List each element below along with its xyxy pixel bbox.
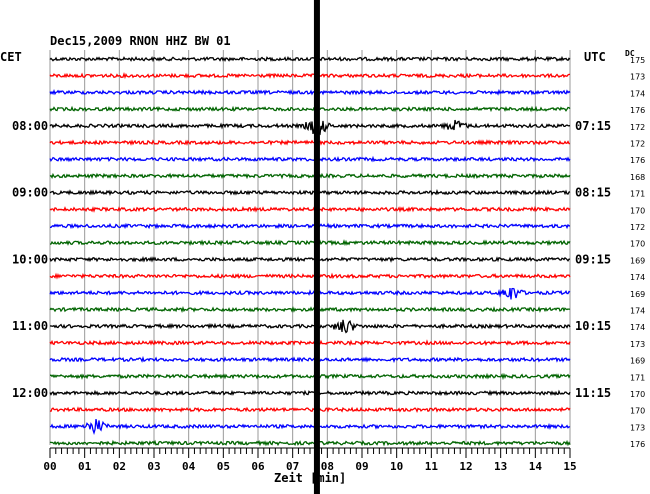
seismic-trace	[49, 255, 570, 263]
x-tick-label: 01	[78, 460, 92, 473]
minute-gridlines	[49, 50, 571, 445]
dc-value: 176	[630, 106, 645, 115]
cet-label: CET	[0, 50, 22, 64]
dc-value: 173	[630, 423, 645, 432]
left-time-labels: 08:00 09:00 10:00 11:00 12:00	[12, 119, 48, 400]
dc-label: DC	[625, 49, 635, 58]
x-tick-label: 09	[355, 460, 368, 473]
seismic-trace	[50, 222, 571, 230]
x-axis-label: Zeit [min]	[274, 471, 346, 485]
dc-value: 169	[630, 290, 645, 299]
seismic-trace	[49, 287, 571, 300]
seismic-trace	[49, 55, 571, 63]
seismic-trace	[49, 205, 571, 213]
x-tick-label: 04	[182, 460, 196, 473]
x-tick-label: 00	[43, 460, 56, 473]
x-axis: 00 01 02 03 04 05 06 07 08 09 10 11 12 13 14 15	[43, 447, 577, 473]
cet-time-label: 10:00	[12, 252, 48, 266]
dc-value: 170	[630, 407, 645, 416]
seismic-trace	[49, 355, 571, 364]
dc-value: 174	[630, 307, 645, 316]
cet-time-label: 09:00	[12, 186, 48, 200]
utc-time-label: 08:15	[575, 186, 611, 200]
utc-time-label: 10:15	[575, 319, 611, 333]
cet-time-label: 12:00	[12, 386, 48, 400]
seismic-trace	[49, 155, 571, 163]
x-tick-label: 10	[390, 460, 403, 473]
seismic-trace	[49, 115, 571, 136]
dc-value: 175	[630, 56, 645, 65]
dc-value: 172	[630, 140, 645, 149]
utc-time-label: 09:15	[575, 252, 611, 266]
dc-value: 171	[630, 190, 645, 199]
x-tick-label: 08	[321, 460, 334, 473]
dc-value: 172	[630, 123, 645, 132]
x-tick-label: 05	[217, 460, 230, 473]
x-tick-label: 14	[529, 460, 543, 473]
seismic-trace	[49, 239, 571, 247]
seismic-trace	[49, 439, 571, 447]
seismic-trace	[49, 339, 571, 347]
dc-value: 168	[630, 173, 645, 182]
dc-value: 170	[630, 390, 645, 399]
seismic-trace	[49, 139, 571, 146]
seismic-trace	[49, 172, 571, 180]
trace-group	[49, 55, 571, 447]
dc-value: 173	[630, 340, 645, 349]
seismic-trace	[49, 372, 571, 381]
dc-value-labels: 175 173 174 176 172 172 176 168 171 170 172 170 169 1…	[630, 56, 645, 449]
dc-value: 170	[630, 206, 645, 215]
utc-time-label: 07:15	[575, 119, 611, 133]
seismic-trace	[49, 72, 570, 80]
seismic-trace	[49, 389, 571, 397]
seismic-trace	[49, 105, 571, 113]
dc-value: 176	[630, 440, 645, 449]
right-time-labels: 07:15 08:15 09:15 10:15 11:15	[575, 119, 611, 400]
dc-value: 169	[630, 357, 645, 366]
x-tick-label: 03	[147, 460, 160, 473]
dc-value: 169	[630, 256, 645, 265]
x-tick-label: 11	[425, 460, 439, 473]
cet-time-label: 11:00	[12, 319, 48, 333]
dc-value: 173	[630, 73, 645, 82]
utc-time-label: 11:15	[575, 386, 611, 400]
x-tick-label: 02	[113, 460, 126, 473]
seismic-trace	[49, 305, 571, 314]
chart-title: Dec15,2009 RNON HHZ BW 01	[50, 34, 231, 48]
x-tick-label: 07	[286, 460, 299, 473]
dc-value: 170	[630, 240, 645, 249]
cet-time-label: 08:00	[12, 119, 48, 133]
x-tick-label: 06	[251, 460, 265, 473]
seismic-trace	[49, 319, 571, 334]
utc-label: UTC	[584, 50, 606, 64]
dc-value: 174	[630, 273, 645, 282]
dc-value: 174	[630, 89, 645, 98]
dc-value: 172	[630, 223, 645, 232]
seismic-trace	[49, 272, 571, 280]
seismic-trace	[49, 418, 571, 436]
x-tick-label: 13	[494, 460, 507, 473]
dc-value: 176	[630, 156, 645, 165]
x-tick-label: 15	[563, 460, 576, 473]
dc-value: 171	[630, 373, 645, 382]
dc-value: 174	[630, 323, 645, 332]
x-tick-label: 12	[459, 460, 472, 473]
seismic-trace	[49, 88, 571, 96]
saturated-column	[313, 0, 320, 494]
seismic-trace	[49, 406, 571, 414]
seismic-trace	[49, 189, 571, 197]
